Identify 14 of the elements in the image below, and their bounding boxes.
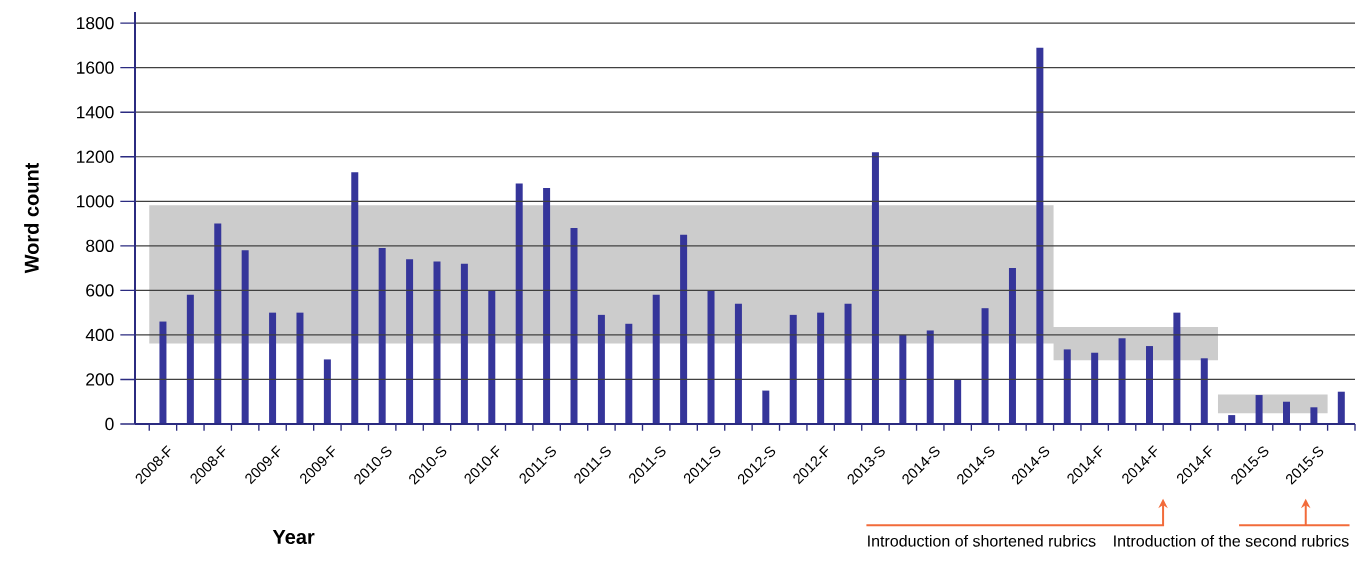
text: Introduction of the second rubrics [1114, 534, 1349, 547]
y-tick-label: 1800 [77, 17, 114, 30]
y-tick-label: 1600 [77, 61, 114, 74]
y-tick-label: 0 [105, 417, 114, 431]
y-axis-title: Word count [24, 162, 39, 274]
y-tick-label: 800 [86, 239, 114, 252]
y-tick-label: 1000 [77, 195, 114, 208]
y-tick-label: 1200 [77, 150, 114, 163]
y-tick-label: 200 [86, 373, 114, 386]
y-tick-label: 400 [85, 328, 114, 342]
y-tick-label: 1400 [77, 106, 114, 119]
y-tick-label: 600 [86, 284, 114, 297]
text: Introduction of shortened rubrics [868, 534, 1096, 547]
x-axis-title: Year [272, 530, 315, 544]
